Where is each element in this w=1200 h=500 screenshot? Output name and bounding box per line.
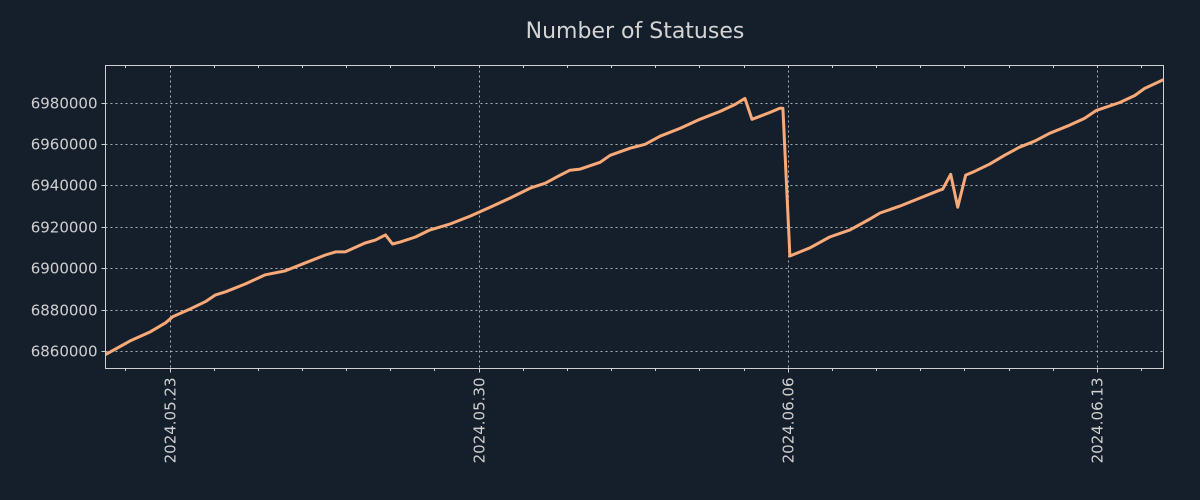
chart-title: Number of Statuses: [526, 19, 745, 44]
x-tick-label: 2024.06.06: [780, 378, 798, 464]
x-tick-label: 2024.05.30: [471, 378, 489, 464]
y-tick-label: 6960000: [31, 136, 98, 154]
grid: [105, 65, 1164, 369]
x-tick-label: 2024.05.23: [162, 378, 180, 464]
y-tick-label: 6880000: [31, 302, 98, 320]
series-layer: [104, 78, 1165, 356]
plot-frame: [105, 65, 1164, 369]
series-line-number-of-statuses: [104, 78, 1165, 356]
y-tick-label: 6940000: [31, 177, 98, 195]
y-tick-label: 6920000: [31, 219, 98, 237]
y-tick-label: 6860000: [31, 343, 98, 361]
x-tick-label: 2024.06.13: [1089, 378, 1107, 464]
y-tick-label: 6900000: [31, 260, 98, 278]
y-tick-label: 6980000: [31, 95, 98, 113]
axis-ticks: 6860000 6880000 6900000 6920000 6940000 69600…: [31, 65, 1142, 464]
